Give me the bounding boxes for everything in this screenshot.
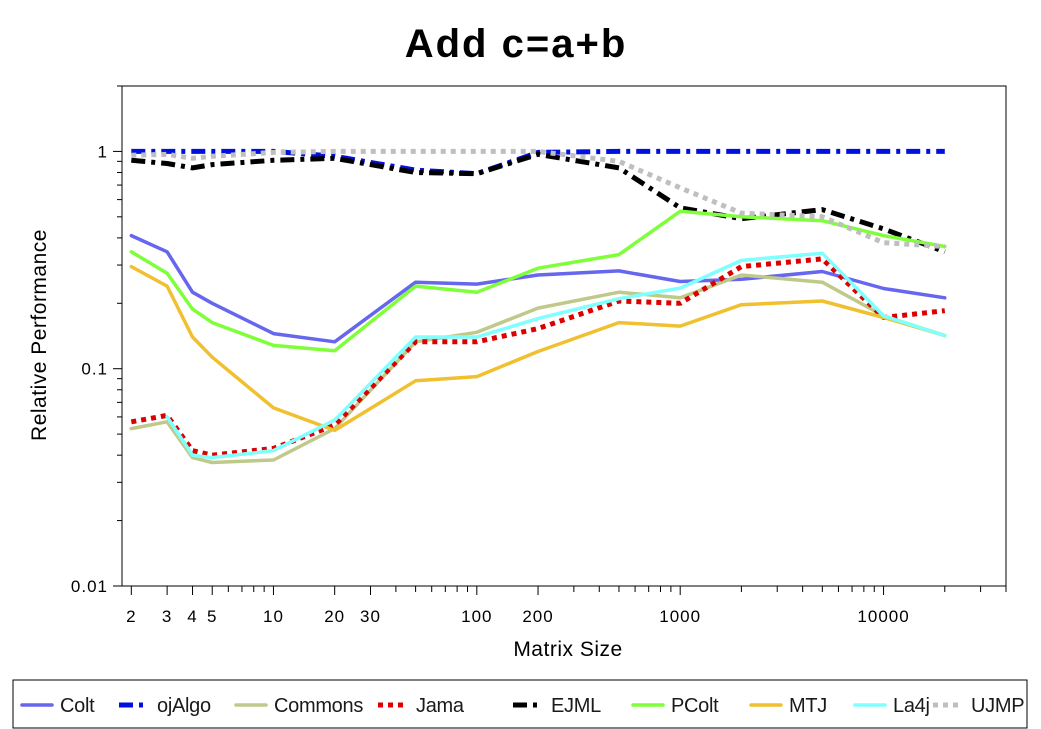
x-tick-label: 4: [187, 607, 197, 626]
x-tick-label: 30: [360, 607, 381, 626]
y-tick-label: 0.1: [81, 360, 108, 379]
legend-label-ujmp: UJMP: [971, 695, 1024, 717]
x-tick-label: 3: [162, 607, 172, 626]
x-tick-label: 5: [207, 607, 217, 626]
legend-label-la4j: La4j: [893, 695, 930, 717]
y-tick-label: 0.01: [71, 577, 108, 596]
series-line-ujmp: [131, 148, 945, 249]
x-tick-label: 10: [263, 607, 284, 626]
x-axis-label: Matrix Size: [513, 638, 622, 661]
x-tick-label: 2: [126, 607, 136, 626]
x-tick-label: 1000: [659, 607, 701, 626]
series-line-colt: [129, 233, 947, 344]
plot-frame: [121, 85, 1007, 587]
series-line-la4j: [165, 251, 947, 460]
series-line-pcolt: [129, 209, 947, 353]
chart-title: Add c=a+b: [405, 22, 628, 66]
x-tick-label: 20: [324, 607, 345, 626]
legend: Colt ojAlgo Commons Jama EJML PColt MTJ La4j UJM…: [20, 695, 1025, 717]
y-axis-label: Relative Performance: [28, 229, 51, 441]
legend-label-commons: Commons: [274, 695, 363, 717]
axis-ticks: 2 3 4 5 10 20 30 100 200 1000 10000 0.01 0.1 1: [71, 85, 1007, 626]
series-line-mtj: [129, 264, 947, 433]
y-tick-label: 1: [98, 142, 108, 161]
legend-label-mtj: MTJ: [789, 695, 827, 717]
series-line-commons: [129, 273, 947, 465]
x-tick-label: 100: [461, 607, 492, 626]
series-line-ojalgo: [131, 148, 945, 177]
legend-label-pcolt: PColt: [671, 695, 719, 717]
legend-label-jama: Jama: [416, 695, 465, 717]
legend-label-ejml: EJML: [551, 695, 601, 717]
legend-label-colt: Colt: [60, 695, 95, 717]
legend-label-ojalgo: ojAlgo: [157, 695, 211, 717]
x-tick-label: 10000: [857, 607, 909, 626]
x-tick-label: 200: [522, 607, 553, 626]
series-line-ejml: [131, 151, 946, 255]
series-line-jama: [130, 256, 946, 458]
series-layer: [129, 148, 947, 465]
